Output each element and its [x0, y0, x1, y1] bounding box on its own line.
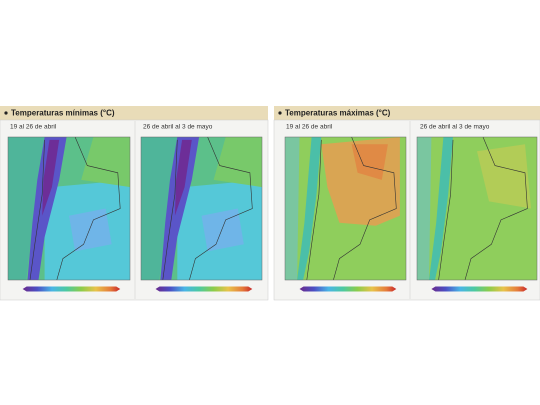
- border: [306, 139, 322, 280]
- andes-region: [160, 137, 200, 280]
- coast-region: [8, 137, 45, 280]
- andes-region: [27, 137, 67, 280]
- map-frame: [416, 136, 538, 281]
- border: [464, 137, 528, 280]
- map: [141, 137, 262, 280]
- border: [162, 139, 178, 280]
- border: [29, 139, 45, 280]
- panel-header: [274, 106, 540, 120]
- cold-region: [69, 208, 112, 252]
- colorbar: [22, 286, 121, 292]
- border: [189, 137, 253, 280]
- map: [8, 137, 130, 280]
- coast-region: [141, 137, 178, 280]
- cold-region: [201, 208, 244, 252]
- panel-title: Temperaturas mínimas (°C): [11, 109, 115, 118]
- bullet: [278, 111, 282, 115]
- map-frame: [140, 136, 263, 281]
- bullet: [4, 111, 8, 115]
- period-label: 26 de abril al 3 de mayo: [143, 124, 213, 131]
- map: [285, 137, 406, 280]
- colorbar: [299, 286, 397, 292]
- andes-core: [42, 139, 60, 216]
- period-label: 19 al 26 de abril: [10, 124, 57, 131]
- map: [417, 137, 537, 280]
- map-frame: [7, 136, 131, 281]
- andes-region: [297, 137, 322, 280]
- panel-header: [0, 106, 268, 120]
- period-label: 19 al 26 de abril: [286, 124, 333, 131]
- andes-region: [429, 137, 453, 280]
- border: [438, 139, 454, 280]
- colorbar: [431, 286, 528, 292]
- panel-title: Temperaturas máximas (°C): [285, 109, 391, 118]
- period-label: 26 de abril al 3 de mayo: [420, 124, 490, 131]
- ocean-region: [285, 137, 300, 280]
- border: [56, 137, 121, 280]
- andes-core: [174, 139, 192, 216]
- colorbar: [155, 286, 253, 292]
- warm-region: [477, 144, 531, 209]
- border: [333, 137, 397, 280]
- ocean-region: [417, 137, 432, 280]
- hot-core: [351, 144, 388, 180]
- map-frame: [284, 136, 407, 281]
